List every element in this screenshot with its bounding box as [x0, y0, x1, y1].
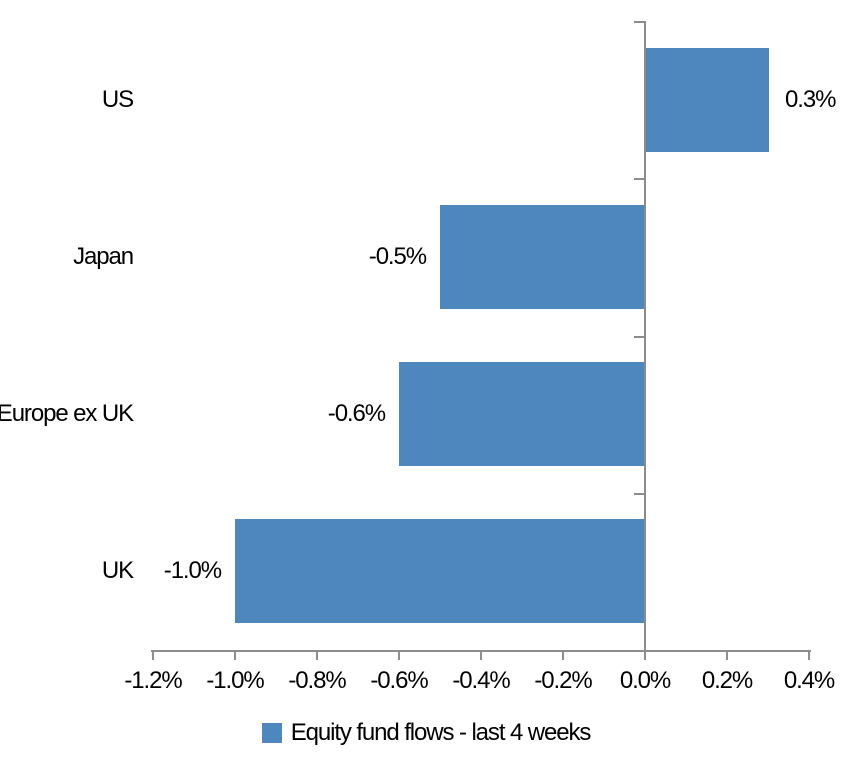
category-label-us: US: [101, 86, 134, 113]
bar-uk: [235, 519, 644, 623]
bar-us: [646, 48, 769, 152]
y-axis-tick: [634, 493, 644, 495]
legend-label: Equity fund flows - last 4 weeks: [290, 719, 592, 746]
x-axis-line: [151, 650, 811, 652]
x-axis-tick: [808, 650, 810, 660]
category-label-japan: Japan: [73, 243, 134, 270]
x-axis-tick: [480, 650, 482, 660]
category-label-europe-ex-uk: Europe ex UK: [0, 400, 134, 427]
x-axis-tick: [316, 650, 318, 660]
x-axis-tick: [644, 650, 646, 660]
legend-color-swatch-icon: [261, 723, 282, 743]
x-axis-tick: [152, 650, 154, 660]
x-axis-tick-label: -0.2%: [534, 667, 592, 694]
y-axis-line: [644, 21, 646, 652]
data-label-europe-ex-uk: -0.6%: [327, 400, 386, 427]
x-axis-tick-label: -0.6%: [370, 667, 428, 694]
x-axis-tick-label: -1.0%: [206, 667, 264, 694]
bar-japan: [440, 205, 644, 309]
x-axis-tick: [562, 650, 564, 660]
x-axis-tick: [726, 650, 728, 660]
bar-europe-ex-uk: [399, 362, 644, 466]
x-axis-tick-label: -1.2%: [124, 667, 182, 694]
x-axis-tick: [234, 650, 236, 660]
y-axis-tick: [634, 336, 644, 338]
data-label-uk: -1.0%: [163, 557, 222, 584]
x-axis-tick-label: 0.0%: [619, 667, 671, 694]
data-label-us: 0.3%: [785, 86, 836, 113]
x-axis-tick-label: 0.2%: [701, 667, 753, 694]
x-axis-tick-label: 0.4%: [783, 667, 835, 694]
x-axis-tick-label: -0.8%: [288, 667, 346, 694]
x-axis-tick-label: -0.4%: [452, 667, 510, 694]
data-label-japan: -0.5%: [368, 243, 427, 270]
x-axis-tick: [398, 650, 400, 660]
y-axis-tick: [634, 178, 644, 180]
y-axis-tick: [634, 21, 644, 23]
category-label-uk: UK: [101, 557, 134, 584]
legend: Equity fund flows - last 4 weeks: [0, 712, 852, 754]
